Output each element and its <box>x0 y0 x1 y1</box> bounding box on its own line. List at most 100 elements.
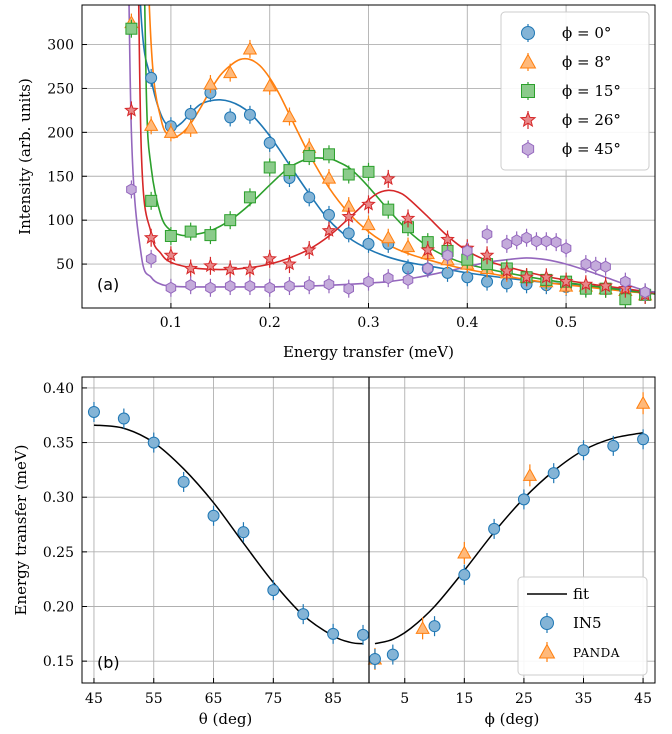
data-point <box>164 229 177 242</box>
data-point <box>343 282 355 295</box>
y-tick-label: 300 <box>47 38 74 54</box>
data-point <box>223 65 238 79</box>
panel-label: (a) <box>97 275 119 294</box>
in5-point <box>357 628 370 641</box>
plot-frame <box>81 4 656 309</box>
data-point <box>511 234 522 247</box>
in5-point <box>386 648 399 661</box>
x-tick-label-theta: 75 <box>264 691 282 707</box>
data-point <box>519 269 534 284</box>
legend: ϕ = 0° ϕ = 8° ϕ = 15° ϕ = 26° ϕ = 45° <box>500 11 650 171</box>
data-point <box>185 279 196 292</box>
in5-point <box>458 568 471 581</box>
data-point <box>560 242 572 255</box>
data-point <box>145 194 158 207</box>
data-point <box>183 120 198 134</box>
data-point <box>531 235 542 248</box>
panel-a-intensity-chart: 0.1 0.2 0.3 0.4 0.5 50 100 150 200 250 300 Energy t… <box>16 4 656 361</box>
data-point <box>501 237 513 250</box>
in5-point <box>517 493 530 506</box>
x-tick-label-phi: 5 <box>400 691 409 707</box>
data-point <box>224 214 237 227</box>
x-tick-label: 0.3 <box>357 315 379 331</box>
fit-curve <box>128 5 655 293</box>
data-point <box>558 273 574 288</box>
data-point <box>163 247 179 262</box>
x-tick-label-phi: 45 <box>634 691 652 707</box>
data-point <box>203 76 218 90</box>
legend-marker <box>521 84 535 98</box>
panda-point <box>415 621 430 634</box>
data-point <box>400 210 416 225</box>
data-point <box>521 231 532 244</box>
in5-point <box>207 509 220 522</box>
data-point <box>244 279 256 293</box>
panda-point <box>522 468 538 481</box>
data-point <box>321 223 337 237</box>
data-point <box>321 170 337 184</box>
data-point <box>322 208 335 221</box>
data-markers <box>124 13 653 308</box>
data-point <box>362 165 375 178</box>
x-axis-label-theta: θ (deg) <box>199 710 253 728</box>
data-point <box>283 164 296 177</box>
data-point <box>262 251 278 266</box>
legend-label: ϕ = 0° <box>562 24 611 42</box>
data-point <box>381 230 396 244</box>
legend-box <box>500 11 650 171</box>
data-point <box>301 242 317 257</box>
data-point <box>143 230 159 244</box>
y-tick-label: 0.30 <box>43 490 74 506</box>
data-point <box>184 225 197 238</box>
data-point <box>600 260 611 273</box>
in5-point <box>327 627 340 640</box>
data-point <box>462 244 473 257</box>
y-tick-label: 0.40 <box>43 381 74 397</box>
data-point <box>639 286 651 299</box>
legend-marker <box>519 53 537 69</box>
y-tick-label: 50 <box>56 257 74 273</box>
in5-point <box>637 433 650 446</box>
data-point <box>243 108 256 121</box>
y-tick-label: 100 <box>47 213 74 229</box>
data-point <box>125 22 138 35</box>
x-tick-label: 0.5 <box>555 315 577 331</box>
legend-marker <box>521 141 535 157</box>
data-point <box>242 41 258 55</box>
data-point <box>264 281 275 294</box>
legend-label: ϕ = 26° <box>562 111 621 129</box>
data-point <box>242 261 258 276</box>
data-point <box>380 171 396 186</box>
data-point <box>303 150 316 163</box>
x-tick-label: 0.1 <box>160 315 182 331</box>
y-tick-label: 150 <box>47 169 74 185</box>
data-point <box>361 196 376 211</box>
fit-curve-theta <box>93 424 364 645</box>
data-point <box>441 266 454 279</box>
legend-in5-marker <box>540 616 554 630</box>
data-point <box>382 272 394 285</box>
data-point <box>165 281 177 294</box>
y-tick-label: 0.35 <box>43 436 74 452</box>
data-point <box>145 252 157 265</box>
in5-point <box>607 439 620 452</box>
data-point <box>499 263 515 278</box>
data-point <box>342 227 355 240</box>
data-point <box>184 107 197 120</box>
data-point <box>481 228 493 241</box>
data-point <box>222 261 238 276</box>
x-tick-label-theta: 55 <box>145 691 163 707</box>
data-point <box>402 273 414 286</box>
legend-marker <box>521 26 535 40</box>
data-point <box>203 258 218 273</box>
data-point <box>362 237 375 250</box>
legend-label: ϕ = 15° <box>562 82 621 100</box>
legend: fit IN5 PANDA <box>517 576 648 676</box>
x-tick-label-theta: 85 <box>324 691 342 707</box>
data-point <box>303 191 316 204</box>
data-point <box>143 117 159 131</box>
data-point <box>282 109 297 123</box>
data-point <box>382 203 395 216</box>
data-point <box>481 275 494 288</box>
data-point <box>440 231 455 246</box>
